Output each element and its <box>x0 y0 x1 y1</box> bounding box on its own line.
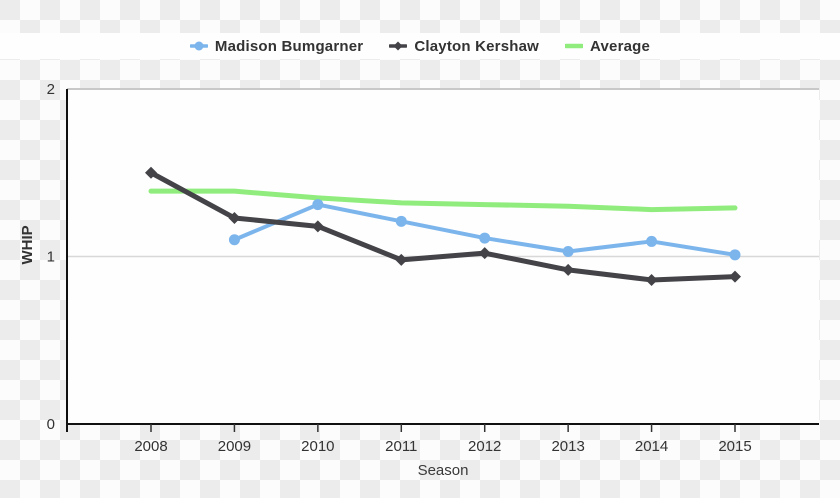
x-tick-label: 2013 <box>551 438 584 455</box>
legend-band: Madison Bumgarner Clayton Kershaw Averag… <box>0 33 840 59</box>
data-point-madison-bumgarner[interactable] <box>395 215 407 227</box>
x-axis-title: Season <box>417 462 469 479</box>
x-tick-label: 2012 <box>468 438 501 455</box>
legend-label: Average <box>590 37 651 55</box>
data-point-madison-bumgarner[interactable] <box>312 199 324 211</box>
legend-marker-circle-icon <box>189 41 208 51</box>
data-point-madison-bumgarner[interactable] <box>729 249 741 261</box>
y-tick-label: 2 <box>47 81 55 98</box>
x-tick-label: 2010 <box>301 438 334 455</box>
data-point-madison-bumgarner[interactable] <box>479 232 491 244</box>
legend-marker-line-icon <box>565 43 584 49</box>
y-tick-label: 1 <box>47 249 55 266</box>
series-line-average <box>148 188 738 213</box>
legend-item-madison-bumgarner[interactable]: Madison Bumgarner <box>189 37 364 55</box>
legend-label: Madison Bumgarner <box>214 37 364 55</box>
legend-item-clayton-kershaw[interactable]: Clayton Kershaw <box>389 39 539 54</box>
data-point-clayton-kershaw[interactable] <box>729 270 741 283</box>
y-axis-title: WHIP <box>19 225 37 265</box>
x-tick-label: 2014 <box>635 438 668 455</box>
legend-label: Clayton Kershaw <box>414 37 540 55</box>
data-point-clayton-kershaw[interactable] <box>228 211 241 224</box>
data-point-madison-bumgarner[interactable] <box>228 234 240 246</box>
legend-item-average[interactable]: Average <box>565 39 650 54</box>
data-point-clayton-kershaw[interactable] <box>645 273 658 286</box>
x-tick-label: 2015 <box>718 438 751 455</box>
data-point-clayton-kershaw[interactable] <box>562 263 575 276</box>
data-point-clayton-kershaw[interactable] <box>145 166 157 179</box>
x-tick-label: 2008 <box>134 438 167 455</box>
data-point-clayton-kershaw[interactable] <box>478 247 491 260</box>
legend-marker-diamond-icon <box>389 41 408 51</box>
y-tick-label: 0 <box>47 416 55 433</box>
data-point-madison-bumgarner[interactable] <box>562 245 574 257</box>
x-tick-label: 2009 <box>218 438 251 455</box>
chart-legend: Madison Bumgarner Clayton Kershaw Averag… <box>0 33 840 59</box>
data-point-clayton-kershaw[interactable] <box>395 253 408 266</box>
data-point-madison-bumgarner[interactable] <box>646 235 658 247</box>
x-tick-label: 2011 <box>385 438 417 455</box>
series-line-clayton-kershaw <box>148 170 738 283</box>
data-point-clayton-kershaw[interactable] <box>311 220 324 233</box>
